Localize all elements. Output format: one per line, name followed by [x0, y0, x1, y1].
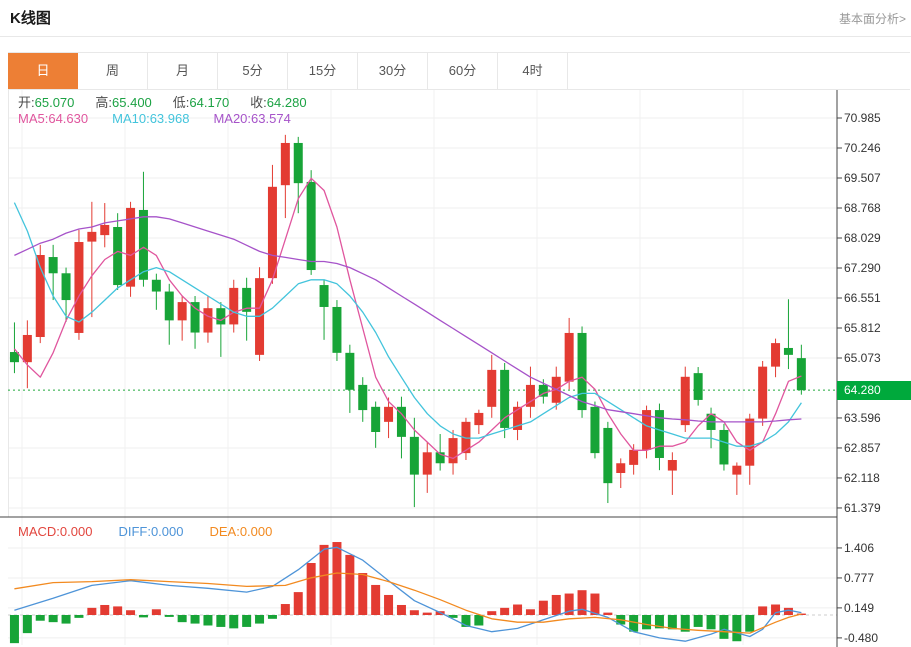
- tab-15分[interactable]: 15分: [288, 53, 358, 89]
- ma10-line: [13, 202, 802, 447]
- tab-5分[interactable]: 5分: [218, 53, 288, 89]
- y-axis-label: 67.290: [844, 260, 881, 275]
- legend-label: MA20:: [213, 111, 252, 126]
- y-axis-label: 68.029: [844, 230, 881, 245]
- page-title: K线图: [10, 10, 51, 27]
- legend-item: DIFF:0.000: [118, 524, 183, 539]
- legend-value: 0.000: [59, 524, 93, 539]
- title-divider: [0, 36, 911, 37]
- legend-item: 收:64.280: [250, 92, 306, 111]
- macd-legend: MACD:0.000 DIFF:0.000 DEA:0.000: [18, 524, 272, 539]
- candlestick-series: [9, 134, 806, 508]
- y-axis: [836, 89, 842, 647]
- legend-item: 开:65.070: [18, 92, 74, 111]
- y-axis-label: 1.406: [844, 540, 875, 555]
- dea-line: [14, 572, 802, 634]
- ma-legend: MA5:64.630 MA10:63.968 MA20:63.574: [18, 111, 291, 126]
- tab-30分[interactable]: 30分: [358, 53, 428, 89]
- legend-item: 低:64.170: [173, 92, 229, 111]
- period-tab-bar: 日周月 5分 15分 30分 60分 4时: [8, 52, 910, 90]
- y-axis-label: 65.073: [844, 350, 881, 365]
- legend-label: MACD:: [18, 524, 60, 539]
- legend-label: MA5:: [18, 111, 49, 126]
- legend-value: 0.000: [150, 524, 184, 539]
- legend-label: MA10:: [112, 111, 150, 126]
- tab-月[interactable]: 月: [148, 53, 218, 89]
- y-axis-label: 0.149: [844, 600, 875, 615]
- legend-value: 63.968: [149, 111, 190, 126]
- tab-日[interactable]: 日: [8, 53, 78, 89]
- y-axis-label: 61.379: [844, 500, 881, 515]
- y-axis-label: 70.246: [844, 140, 881, 155]
- ohlc-legend: 开:65.070 高:65.400 低:64.170 收:64.280: [18, 92, 307, 111]
- ma20-line: [14, 216, 802, 423]
- legend-value: 65.070: [34, 95, 75, 110]
- legend-item: DEA:0.000: [209, 524, 272, 539]
- y-axis-label: 63.596: [844, 410, 881, 425]
- y-axis-label: 65.812: [844, 320, 881, 335]
- y-axis-label: 68.768: [844, 200, 881, 215]
- tab-60分[interactable]: 60分: [428, 53, 498, 89]
- legend-label: 收:: [250, 95, 267, 110]
- legend-value: 0.000: [239, 524, 273, 539]
- legend-label: DEA:: [209, 524, 240, 539]
- y-axis-label: 0.777: [844, 570, 875, 585]
- legend-value: 64.170: [189, 95, 230, 110]
- legend-item: MA10:63.968: [112, 111, 189, 126]
- y-axis-label: 66.551: [844, 290, 881, 305]
- legend-item: 高:65.400: [95, 92, 151, 111]
- legend-label: 高:: [95, 95, 113, 110]
- legend-item: MACD:0.000: [18, 524, 92, 539]
- diff-line: [14, 546, 802, 642]
- fundamental-analysis-link[interactable]: 基本面分析>: [838, 12, 906, 26]
- legend-value: 64.630: [48, 111, 89, 126]
- ma5-line: [13, 177, 802, 460]
- legend-item: MA5:64.630: [18, 111, 88, 126]
- y-axis-label: 62.118: [844, 470, 880, 485]
- legend-item: MA20:63.574: [213, 111, 290, 126]
- tab-周[interactable]: 周: [78, 53, 148, 89]
- y-axis-label: 70.985: [844, 111, 881, 125]
- y-axis-label: 69.507: [844, 170, 881, 185]
- tab-4时[interactable]: 4时: [498, 53, 568, 89]
- y-axis-label: -0.480: [844, 630, 879, 645]
- legend-label: 低:: [172, 95, 190, 110]
- legend-label: DIFF:: [118, 524, 151, 539]
- grid-lines: [8, 89, 837, 645]
- legend-value: 64.280: [266, 95, 307, 110]
- macd-histogram: [8, 542, 837, 644]
- legend-value: 65.400: [112, 95, 152, 110]
- y-axis-label: 62.857: [844, 440, 881, 455]
- legend-value: 63.574: [251, 111, 291, 126]
- legend-label: 开:: [18, 95, 35, 110]
- current-price-badge: 64.280: [837, 381, 911, 400]
